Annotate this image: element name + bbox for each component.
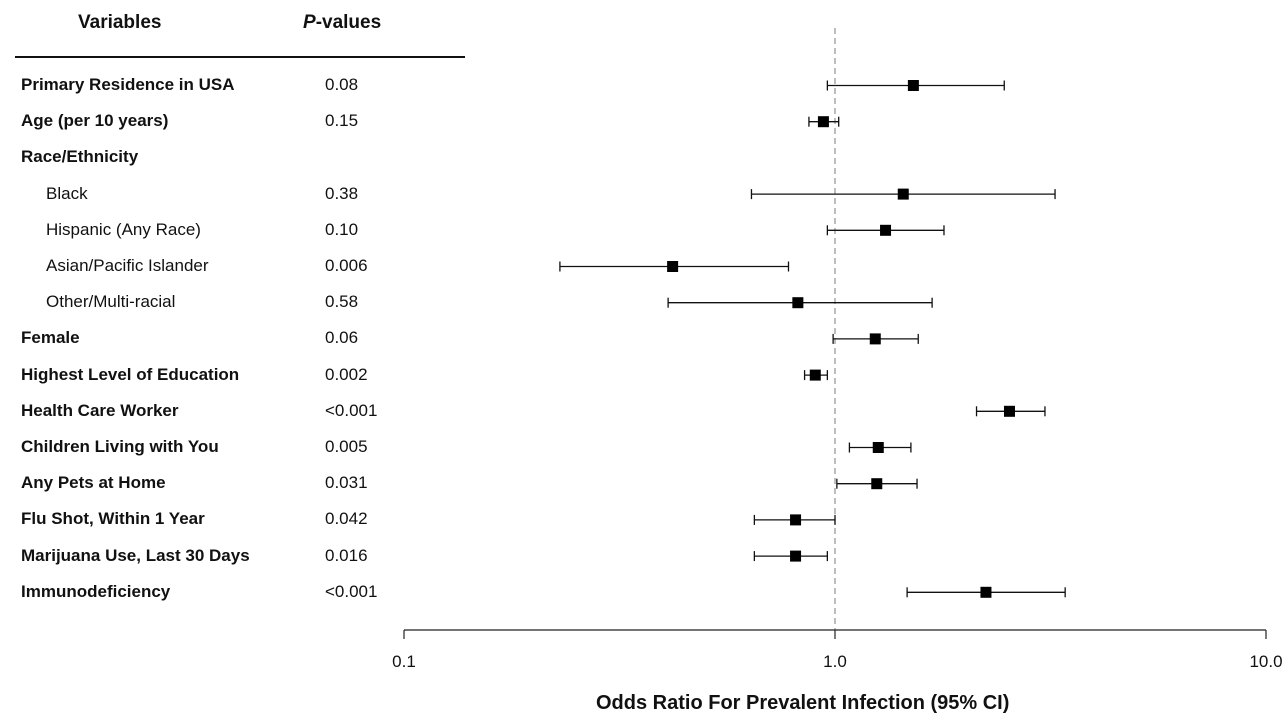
odds-ratio-marker <box>980 586 992 598</box>
row-p-value: 0.38 <box>325 183 359 203</box>
row-p-value: 0.08 <box>325 75 359 94</box>
odds-ratio-marker <box>792 297 804 309</box>
row-p-value: <0.001 <box>325 400 378 420</box>
row-label: Female <box>21 328 80 348</box>
p-values-header: P-values <box>303 12 381 34</box>
odds-ratio-marker <box>817 116 829 128</box>
odds-ratio-marker <box>897 188 909 200</box>
row-label: Immunodeficiency <box>21 581 171 601</box>
row-p-value: 0.10 <box>325 219 359 239</box>
row-label: Flu Shot, Within 1 Year <box>21 509 205 529</box>
odds-ratio-marker <box>880 224 892 236</box>
row-p-value: 0.06 <box>325 328 359 348</box>
row-p-value: <0.001 <box>325 581 378 601</box>
row-p-value: 0.002 <box>325 364 368 384</box>
odds-ratio-marker <box>871 478 883 490</box>
p-values-suffix: -values <box>315 12 382 33</box>
row-label: Race/Ethnicity <box>21 147 139 167</box>
row-label: Black <box>46 183 88 203</box>
x-axis-label: Odds Ratio For Prevalent Infection (95% … <box>596 692 1010 714</box>
x-tick-label: 1.0 <box>823 652 847 671</box>
odds-ratio-marker <box>872 442 884 453</box>
header-rule <box>15 56 465 58</box>
row-label: Other/Multi-racial <box>46 292 176 312</box>
odds-ratio-marker <box>790 550 802 562</box>
odds-ratio-marker <box>907 80 919 91</box>
row-p-value: 0.15 <box>325 111 359 131</box>
row-label: Any Pets at Home <box>21 473 166 493</box>
row-label: Highest Level of Education <box>21 364 240 384</box>
row-p-value: 0.042 <box>325 509 368 529</box>
row-label: Primary Residence in USA <box>21 75 235 94</box>
row-p-value: 0.58 <box>325 292 359 312</box>
odds-ratio-marker <box>667 261 679 272</box>
row-label: Asian/Pacific Islander <box>46 256 209 275</box>
row-label: Children Living with You <box>21 437 219 456</box>
row-p-value: 0.031 <box>325 473 368 493</box>
x-tick-label: 10.0 <box>1249 652 1282 671</box>
row-label: Marijuana Use, Last 30 Days <box>21 545 250 565</box>
row-label: Hispanic (Any Race) <box>46 219 201 239</box>
row-p-value: 0.005 <box>325 437 368 456</box>
variables-header: Variables <box>78 12 162 33</box>
row-p-value: 0.016 <box>325 545 368 565</box>
p-italic-letter: P <box>303 12 316 33</box>
odds-ratio-marker <box>790 514 802 526</box>
odds-ratio-marker <box>1003 405 1015 417</box>
odds-ratio-marker <box>809 369 821 381</box>
row-label: Health Care Worker <box>21 400 179 420</box>
row-label: Age (per 10 years) <box>21 111 169 131</box>
row-p-value: 0.006 <box>325 256 368 275</box>
x-tick-label: 0.1 <box>392 652 416 671</box>
odds-ratio-marker <box>869 333 881 345</box>
